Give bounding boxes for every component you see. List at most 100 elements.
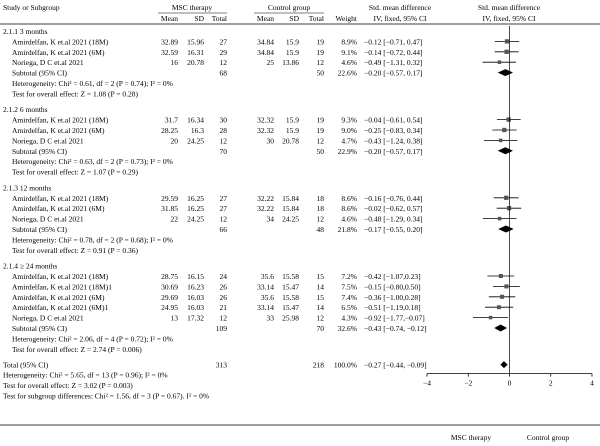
subtotal-ci-text: −0.17 [−0.55, 0.20] xyxy=(364,225,422,234)
method-plot-header: IV, fixed, 95% CI xyxy=(483,14,536,23)
msc-sd: 16.03 xyxy=(187,293,204,302)
favours-left-label: MSC therapy xyxy=(451,433,491,442)
study-ci-text: −0.49 [−1.31, 0.32] xyxy=(364,58,422,67)
msc-sd: 24.25 xyxy=(187,136,204,145)
subgroup-overall-effect: Test for overall effect: Z = 0.91 (P = 0… xyxy=(12,246,139,255)
control-sd: 25.98 xyxy=(282,314,299,323)
msc-total: 24 xyxy=(220,272,228,281)
msc-total: 12 xyxy=(220,136,228,145)
control-total: 14 xyxy=(317,282,325,291)
control-mean: 33.14 xyxy=(257,303,274,312)
control-mean: 32.32 xyxy=(257,126,274,135)
total-ci-text: −0.27 [−0.44, −0.09] xyxy=(364,361,427,370)
study-estimate-box xyxy=(506,206,512,211)
study-weight: 4.7% xyxy=(341,136,357,145)
control-mean: 30 xyxy=(267,136,275,145)
subtotal-weight: 22.9% xyxy=(338,147,357,156)
subtotal-msc-total: 109 xyxy=(216,324,228,333)
study-name: Noriega, D C et.al 2021 xyxy=(12,58,84,67)
subgroup-heterogeneity: Heterogeneity: Chi² = 0.63, df = 2 (P = … xyxy=(12,157,173,166)
subgroup-title: 2.1.1 3 months xyxy=(3,27,48,36)
col-sd-control: SD xyxy=(289,14,299,23)
study-weight: 9.0% xyxy=(341,126,357,135)
smd-plot-header: Std. mean difference xyxy=(478,3,541,12)
subtotal-label: Subtotal (95% CI) xyxy=(12,147,67,156)
col-total-msc: Total xyxy=(212,14,227,23)
control-sd: 24.25 xyxy=(282,215,299,224)
study-ci-text: −0.43 [−1.24, 0.38] xyxy=(364,136,422,145)
subtotal-control-total: 70 xyxy=(317,324,325,333)
study-ci-text: −0.92 [−1.77,−0.07] xyxy=(364,314,425,323)
control-sd: 15.58 xyxy=(282,293,299,302)
study-name: Noriega, D C et.al 2021 xyxy=(12,314,84,323)
study-name: Amirdelfan, K et.al 2021 (18M) xyxy=(12,194,109,203)
subgroup-overall-effect: Test for overall effect: Z = 2.74 (P = 0… xyxy=(12,345,142,354)
study-name: Amirdelfan, K et.al 2021 (18M) xyxy=(12,37,109,46)
study-name: Amirdelfan, K et.al 2021 (6M)1 xyxy=(12,303,108,312)
subtotal-control-total: 50 xyxy=(317,147,325,156)
col-weight: Weight xyxy=(336,14,358,23)
footer-note: Test for overall effect: Z = 3.02 (P = 0… xyxy=(3,381,133,390)
smd-header: Std. mean difference xyxy=(369,3,432,12)
msc-mean: 32.59 xyxy=(161,48,178,57)
control-total: 15 xyxy=(317,293,325,302)
control-total: 12 xyxy=(317,58,325,67)
subtotal-msc-total: 70 xyxy=(220,147,228,156)
control-mean: 33.14 xyxy=(257,282,274,291)
study-weight: 7.5% xyxy=(341,282,357,291)
subtotal-diamond xyxy=(497,147,514,155)
control-total: 19 xyxy=(317,37,325,46)
study-estimate-box xyxy=(502,127,507,133)
msc-sd: 16.25 xyxy=(187,204,204,213)
control-total: 12 xyxy=(317,136,325,145)
control-mean: 33 xyxy=(267,314,275,323)
subtotal-diamond xyxy=(497,69,514,77)
study-weight: 8.9% xyxy=(341,37,357,46)
control-sd: 15.47 xyxy=(282,282,299,291)
msc-total: 12 xyxy=(220,215,228,224)
study-estimate-box xyxy=(504,284,509,289)
msc-sd: 17.32 xyxy=(187,314,204,323)
msc-mean: 29.59 xyxy=(161,194,178,203)
study-ci-text: −0.15 [−0.80,0.50] xyxy=(364,282,421,291)
study-name: Amirdelfan, K et.al 2021 (6M) xyxy=(12,48,105,57)
msc-sd: 20.78 xyxy=(187,58,204,67)
col-mean-msc: Mean xyxy=(161,14,178,23)
msc-total: 30 xyxy=(220,116,228,125)
subtotal-control-total: 50 xyxy=(317,69,325,78)
control-sd: 15.9 xyxy=(286,116,299,125)
col-total-control: Total xyxy=(309,14,324,23)
msc-mean: 16 xyxy=(171,58,179,67)
subtotal-label: Subtotal (95% CI) xyxy=(12,69,67,78)
subgroup-title: 2.1.4 ≥ 24 months xyxy=(3,262,57,271)
control-sd: 20.78 xyxy=(282,136,299,145)
study-ci-text: −0.02 [−0.62, 0.57] xyxy=(364,204,422,213)
msc-sd: 16.23 xyxy=(187,282,204,291)
footer-note: Heterogeneity: Chi² = 5.65, df = 13 (P =… xyxy=(3,371,168,380)
msc-total: 12 xyxy=(220,58,228,67)
msc-mean: 24.95 xyxy=(161,303,178,312)
control-sd: 15.9 xyxy=(286,126,299,135)
msc-mean: 32.89 xyxy=(161,37,178,46)
subtotal-msc-total: 68 xyxy=(220,69,228,78)
subgroup-title: 2.1.3 12 months xyxy=(3,183,51,192)
study-estimate-box xyxy=(497,305,501,310)
msc-mean: 31.85 xyxy=(161,204,178,213)
study-estimate-box xyxy=(506,117,511,122)
col-sd-msc: SD xyxy=(194,14,204,23)
subgroup-heterogeneity: Heterogeneity: Chi² = 0.61, df = 2 (P = … xyxy=(12,79,173,88)
control-total: 14 xyxy=(317,303,325,312)
study-weight: 8.6% xyxy=(341,204,357,213)
control-mean: 25 xyxy=(267,58,275,67)
subgroup-overall-effect: Test for overall effect: Z = 1.08 (P = 0… xyxy=(12,89,139,98)
footer-note: Test for subgroup differences: Chi² = 1.… xyxy=(3,391,209,400)
control-sd: 15.58 xyxy=(282,272,299,281)
study-ci-text: −0.14 [−0.72, 0.44] xyxy=(364,48,422,57)
study-weight: 4.6% xyxy=(341,58,357,67)
study-ci-text: −0.48 [−1.29, 0.34] xyxy=(364,215,422,224)
subtotal-diamond xyxy=(494,324,508,332)
study-name: Amirdelfan, K et.al 2021 (6M) xyxy=(12,204,105,213)
study-weight: 6.5% xyxy=(341,303,357,312)
study-name: Amirdelfan, K et.al 2021 (6M) xyxy=(12,293,105,302)
